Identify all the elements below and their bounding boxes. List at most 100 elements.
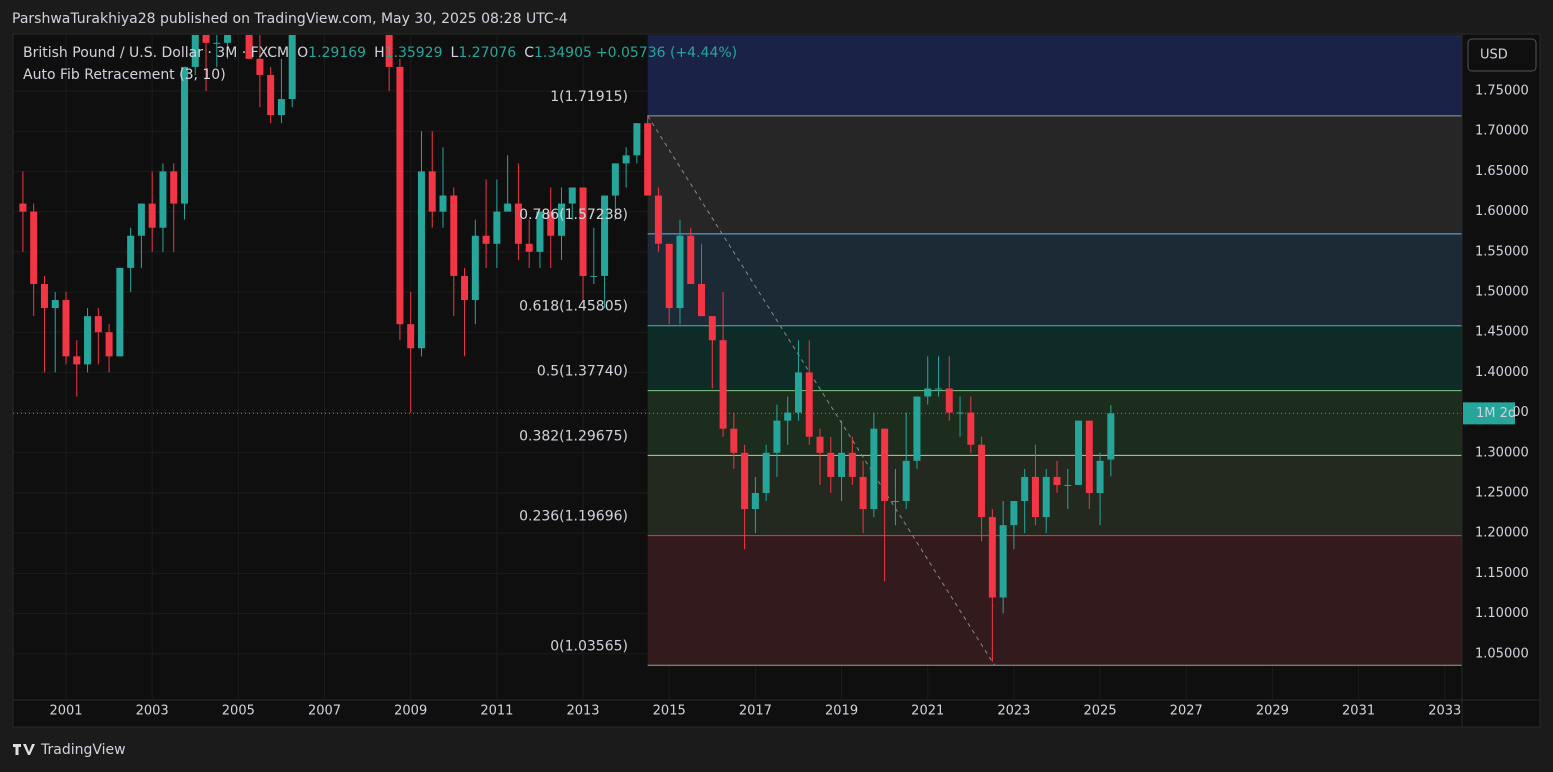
candle-body <box>644 123 652 196</box>
candle-body <box>94 316 102 333</box>
y-tick-label: 1.15000 <box>1475 566 1529 581</box>
fib-extension-zone <box>647 35 1462 116</box>
candle-body <box>891 501 899 503</box>
fib-zone <box>647 390 1462 456</box>
x-tick-label: 2007 <box>308 704 341 719</box>
x-tick-label: 2001 <box>49 704 82 719</box>
candle-body <box>934 388 942 390</box>
candle-body <box>461 275 469 301</box>
x-tick-label: 2033 <box>1428 704 1461 719</box>
candle-body <box>816 436 824 453</box>
candle-body <box>105 332 113 357</box>
fib-zone <box>647 535 1462 666</box>
candle-body <box>1075 420 1083 485</box>
fib-level-label: 1(1.71915) <box>550 89 628 105</box>
x-tick-label: 2009 <box>394 704 427 719</box>
x-tick-label: 2015 <box>653 704 686 719</box>
candle-body <box>51 300 59 309</box>
ohlc-key: L <box>451 45 459 61</box>
candle-body <box>557 203 565 236</box>
candle-body <box>924 388 932 397</box>
candle-body <box>622 155 630 164</box>
y-tick-label: 1.30000 <box>1475 445 1529 460</box>
candle-body <box>482 235 490 244</box>
candle-body <box>805 372 813 437</box>
candle-body <box>967 412 975 445</box>
fib-level-label: 0.618(1.45805) <box>519 299 628 315</box>
candle-body <box>224 35 232 43</box>
candle-body <box>493 211 501 244</box>
candle-body <box>525 243 533 252</box>
ohlc-key: C <box>524 45 534 61</box>
candle-body <box>277 99 285 116</box>
x-tick-label: 2027 <box>1170 704 1203 719</box>
candle-body <box>256 58 264 75</box>
candle-body <box>116 267 124 357</box>
x-tick-label: 2005 <box>222 704 255 719</box>
candle-body <box>848 452 856 477</box>
plot <box>13 35 1462 700</box>
y-tick-label: 1.25000 <box>1475 485 1529 500</box>
y-tick-label: 1.10000 <box>1475 606 1529 621</box>
y-tick-label: 1.65000 <box>1475 164 1529 179</box>
overlay: 1(1.71915) 0.786(1.57238) 0.618(1.45805) 0.… <box>23 45 737 654</box>
candle-body <box>579 187 587 276</box>
candle-body <box>202 35 210 43</box>
candle-body <box>1031 476 1039 518</box>
currency[interactable]: USD <box>1480 48 1508 63</box>
candle-body <box>148 203 156 228</box>
candle-body <box>137 203 145 236</box>
candle-body <box>288 35 296 100</box>
brand-logo <box>13 744 35 755</box>
candle-body <box>708 316 716 341</box>
x-tick-label: 2025 <box>1084 704 1117 719</box>
candle-body <box>407 324 415 349</box>
candle-body <box>870 428 878 510</box>
candle-body <box>1053 476 1061 485</box>
candle-body <box>654 195 662 244</box>
ohlc-value: 1.35929 <box>385 45 443 61</box>
candle-body <box>213 42 221 44</box>
candle-body <box>547 211 555 236</box>
candle-body <box>40 283 48 309</box>
y-tick-label: 1.20000 <box>1475 526 1529 541</box>
currency-button[interactable] <box>1467 38 1537 72</box>
candle-body <box>84 316 92 365</box>
candle-body <box>159 171 167 228</box>
fib-zone <box>647 455 1462 536</box>
candle-body <box>838 452 846 477</box>
candle-body <box>1021 476 1029 502</box>
symbol: British Pound / U.S. Dollar · 3M · FXCM <box>23 45 289 61</box>
candle-body <box>267 74 275 116</box>
candle-body <box>590 275 598 277</box>
y-tick-label: 1.45000 <box>1475 325 1529 340</box>
fib-level-label: 0(1.03565) <box>550 638 628 654</box>
legend-line: British Pound / U.S. Dollar · 3M · FXCM O… <box>23 45 737 61</box>
candle-body <box>730 428 738 453</box>
candle-body <box>601 195 609 276</box>
candle-body <box>19 203 27 212</box>
fib-level-label: 0.236(1.19696) <box>519 509 628 525</box>
x-tick-label: 2021 <box>911 704 944 719</box>
candle-body <box>439 195 447 212</box>
candle-body <box>945 388 953 413</box>
fib-level-label: 0.786(1.57238) <box>519 207 628 223</box>
candle-body <box>611 163 619 196</box>
candle-body <box>245 35 253 59</box>
candle-body <box>62 300 70 357</box>
candle-body <box>633 123 641 156</box>
candle-body <box>1064 484 1072 486</box>
candle-body <box>180 66 188 204</box>
candle-body <box>191 35 199 67</box>
fib-zone <box>647 115 1462 234</box>
brand: TradingView <box>40 742 126 758</box>
candle-body <box>1042 476 1050 518</box>
x-tick-label: 2023 <box>997 704 1030 719</box>
candle-body <box>30 211 38 284</box>
x-tick-label: 2029 <box>1256 704 1289 719</box>
candle-body <box>859 476 867 510</box>
candle-body <box>385 35 393 67</box>
candle-body <box>396 66 404 325</box>
candle-body <box>902 460 910 502</box>
